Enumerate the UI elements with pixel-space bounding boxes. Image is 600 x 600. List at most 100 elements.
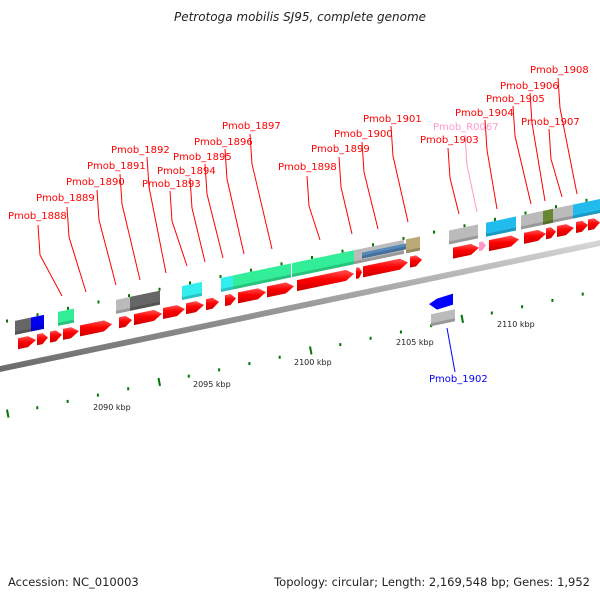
tick-mark <box>551 298 554 302</box>
gene-label: Pmob_1892 <box>111 145 170 156</box>
gene-label: Pmob_1894 <box>157 166 216 177</box>
cog-box <box>573 199 600 219</box>
gene-leader-line <box>66 206 87 293</box>
gene-label: Pmob_1902 <box>429 374 488 385</box>
gene-label: Pmob_1891 <box>87 161 146 172</box>
major-tick-mark <box>6 409 10 418</box>
gene-leader-line <box>96 189 117 286</box>
cog-box-shade <box>116 307 130 314</box>
forward-cds-arrow <box>489 235 519 252</box>
tick-mark <box>66 399 69 403</box>
gene-leader-line <box>338 156 353 235</box>
forward-cds-arrow <box>63 327 79 340</box>
tick-mark <box>278 355 281 359</box>
cog-box <box>58 308 74 326</box>
tick-mark <box>248 362 251 366</box>
cog-box <box>233 263 291 290</box>
reverse-cog-box <box>431 309 455 327</box>
forward-cds-arrow <box>576 220 588 233</box>
gene-leader-line <box>390 125 409 223</box>
tick-mark <box>399 330 402 334</box>
tick-mark <box>369 336 372 340</box>
gene-leader-line <box>512 105 532 205</box>
forward-cds-arrow <box>588 218 600 231</box>
cog-box-shade <box>573 210 600 219</box>
gene-label: Pmob_1898 <box>278 162 337 173</box>
gene-leader-line <box>189 177 206 263</box>
forward-cds-arrow <box>119 315 132 329</box>
cog-box <box>543 208 553 225</box>
scale-label: 2095 kbp <box>193 380 231 389</box>
forward-cds-arrow <box>267 282 294 298</box>
tick-mark <box>96 393 99 397</box>
tick-mark <box>158 287 161 291</box>
gene-label: Pmob_1908 <box>530 65 589 76</box>
cog-box <box>15 317 31 335</box>
gene-label: Pmob_1901 <box>363 114 422 125</box>
cog-box <box>553 204 573 223</box>
forward-cds-arrow <box>557 224 574 237</box>
cog-box-shade <box>486 227 516 237</box>
scale-label: 2090 kbp <box>93 403 131 412</box>
gene-leader-line <box>306 175 321 241</box>
map-title: Petrotoga mobilis SJ95, complete genome <box>173 10 427 24</box>
tick-mark <box>341 249 344 253</box>
gene-leader-line <box>249 133 273 250</box>
cog-box <box>116 296 130 314</box>
forward-cds-arrow <box>50 330 62 343</box>
cog-box-shade <box>15 328 31 335</box>
tick-mark <box>6 319 8 323</box>
tick-mark <box>490 311 493 315</box>
accession-label: Accession: NC_010003 <box>8 575 139 589</box>
forward-cds-arrow <box>356 267 362 279</box>
gene-leader-line <box>529 92 546 202</box>
tick-mark <box>339 343 342 347</box>
tick-mark <box>463 224 466 228</box>
tick-mark <box>581 292 584 296</box>
tick-mark <box>585 198 588 202</box>
cog-box <box>449 224 478 245</box>
cog-box-shade <box>406 247 420 254</box>
cog-box <box>521 210 543 230</box>
tick-mark <box>36 313 39 317</box>
cog-box <box>406 236 420 254</box>
tick-mark <box>402 236 405 240</box>
tick-mark <box>97 300 100 304</box>
forward-cds-arrow <box>238 288 266 304</box>
gene-leader-line <box>557 77 578 195</box>
cog-box-stripe-shade <box>362 246 406 259</box>
cog-box-shade <box>221 286 233 292</box>
tick-mark <box>521 305 524 309</box>
cog-box <box>31 314 44 332</box>
scale-label: 2110 kbp <box>497 320 535 329</box>
genome-backbone <box>0 240 600 372</box>
cog-box <box>182 281 202 301</box>
cog-box <box>221 275 233 292</box>
cog-box-shade <box>58 319 74 326</box>
major-tick-mark <box>309 346 313 355</box>
gene-leader-line <box>146 156 167 274</box>
forward-cds-arrow <box>186 301 204 315</box>
gene-leader-line <box>119 173 141 281</box>
forward-cds-arrow <box>524 229 546 244</box>
scale-label: 2105 kbp <box>396 338 434 347</box>
gene-label: Pmob_1905 <box>486 94 545 105</box>
cog-box-shade <box>449 235 478 245</box>
cog-box-shade <box>553 215 573 223</box>
gene-leader-line <box>484 119 498 210</box>
forward-cds-arrow <box>297 269 354 292</box>
gene-label: Pmob_1890 <box>66 177 125 188</box>
cog-box <box>130 290 160 311</box>
tick-mark <box>127 387 130 391</box>
gene-leader-line <box>361 141 379 230</box>
gene-label: Pmob_1897 <box>222 121 281 132</box>
forward-cds-arrow <box>134 309 162 326</box>
gene-label: Pmob_1907 <box>521 117 580 128</box>
forward-cds-arrow <box>410 255 422 268</box>
gene-label: Pmob_R0067 <box>433 122 499 133</box>
tick-mark <box>67 306 69 310</box>
rna-gene-arrow <box>479 241 486 252</box>
tick-mark <box>555 205 557 209</box>
forward-cds-arrow <box>225 293 236 307</box>
gene-leader-line <box>224 148 245 255</box>
